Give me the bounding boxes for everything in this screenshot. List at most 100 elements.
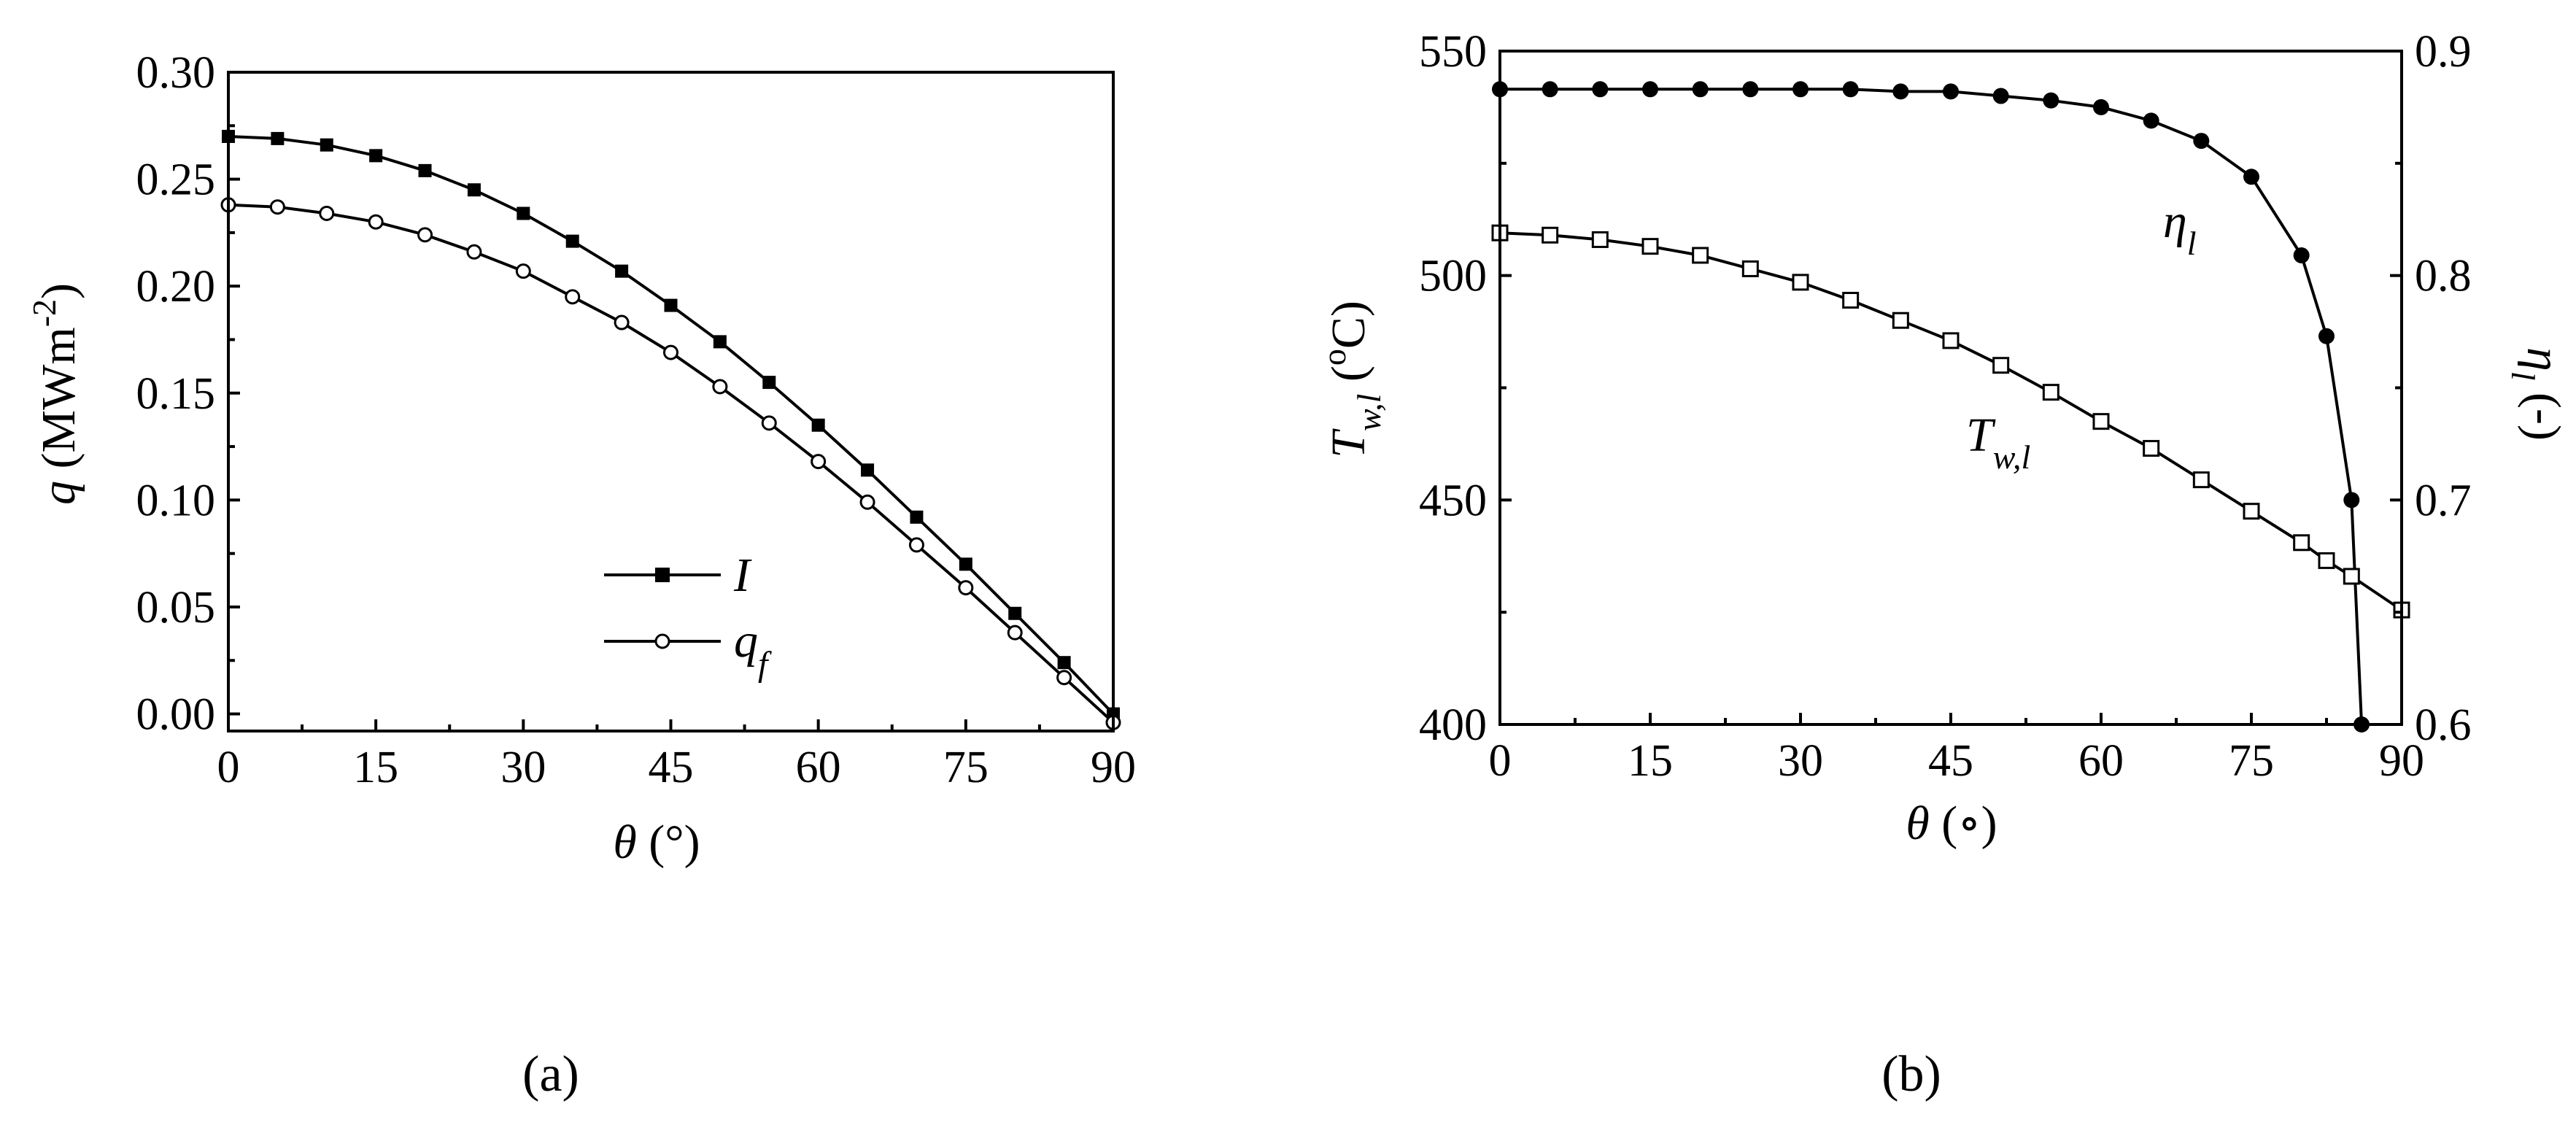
chart-b-left-y-axis-label: Tw,l (oC) — [1315, 301, 1388, 458]
chart-a-x-tick-label: 75 — [943, 743, 989, 792]
series-eta-point — [1792, 81, 1809, 98]
series-qf-point — [663, 344, 678, 360]
chart-a-y-tick-label: 0.15 — [136, 369, 216, 419]
series-qf-point — [1007, 625, 1023, 641]
chart-a-y-tick-label: 0.30 — [136, 48, 216, 98]
chart-a-panel-label: (a) — [522, 1046, 579, 1102]
series-T-point — [2243, 503, 2260, 520]
series-T-point — [2293, 534, 2310, 552]
series-qf-point — [712, 379, 728, 395]
series-I-point — [811, 418, 825, 432]
legend-marker-qf — [654, 633, 670, 649]
series-eta-point — [2243, 169, 2259, 185]
series-T-group — [1491, 224, 2410, 619]
chart-a-legend: I qf — [604, 549, 772, 684]
chart-b-right-y-tick-label: 0.7 — [2415, 476, 2472, 525]
series-eta-point — [2143, 112, 2159, 129]
series-eta-group — [1492, 81, 2370, 732]
series-I-point — [418, 163, 432, 177]
series-T-line — [1499, 231, 2403, 611]
chart-a-x-axis-label: θ (°) — [613, 816, 700, 869]
series-I-point — [1057, 656, 1071, 670]
chart-b-x-ticks: 0 15 30 45 60 75 90 — [1489, 713, 2424, 786]
series-qf-point — [466, 244, 482, 260]
chart-a-y-tick-label: 0.05 — [136, 583, 216, 633]
chart-b-left-y-tick-label: 500 — [1419, 252, 1487, 301]
chart-b-right-y-ticks: 0.6 0.7 0.8 0.9 — [2390, 27, 2472, 750]
series-qf-point — [811, 454, 827, 470]
series-T-point — [2318, 552, 2335, 569]
series-T-point — [1692, 247, 1709, 264]
series-I-point — [713, 335, 727, 349]
series-I-point — [565, 234, 579, 248]
series-I-point — [271, 131, 285, 145]
series-eta-point — [1592, 81, 1609, 98]
chart-b-left-y-tick-label: 450 — [1419, 476, 1487, 525]
chart-a-y-tick-label: 0.10 — [136, 476, 216, 525]
chart-b-right-y-tick-label: 0.8 — [2415, 252, 2472, 301]
chart-b-left-y-ticks: 400 450 500 550 — [1419, 27, 1512, 750]
series-qf-point — [417, 227, 433, 243]
series-I-point — [517, 206, 530, 220]
series-qf-point — [565, 289, 581, 305]
chart-b-x-tick-label: 90 — [2379, 736, 2424, 786]
chart-a-y-tick-label: 0.20 — [136, 262, 216, 312]
series-eta-point — [1692, 81, 1709, 98]
chart-b-x-tick-label: 75 — [2229, 736, 2274, 786]
chart-a-plot-frame — [227, 71, 1115, 732]
series-eta-point — [2293, 247, 2310, 263]
series-qf-point — [958, 580, 974, 596]
chart-b-series-label-eta: ηl — [2163, 195, 2197, 262]
series-I-line — [228, 135, 1115, 715]
chart-a-x-tick-label: 60 — [796, 743, 841, 792]
chart-b-x-tick-label: 45 — [1928, 736, 1973, 786]
series-qf-point — [368, 214, 384, 230]
series-qf-point — [1056, 670, 1072, 686]
chart-b-plot-frame — [1498, 50, 2403, 726]
series-T-point — [2042, 384, 2059, 401]
series-T-point — [1842, 292, 1860, 309]
series-qf-point — [859, 494, 875, 510]
series-I-point — [959, 557, 972, 571]
legend-label-I: I — [733, 549, 752, 602]
series-T-point — [1892, 312, 1909, 329]
chart-a-x-ticks: 0 15 30 45 60 75 90 — [217, 719, 1136, 792]
series-T-point — [1942, 332, 1960, 349]
series-I-point — [762, 376, 776, 390]
series-qf-point — [269, 199, 285, 215]
chart-a-x-tick-label: 0 — [217, 743, 240, 792]
chart-a-x-tick-label: 30 — [500, 743, 546, 792]
chart-b-right-y-tick-label: 0.9 — [2415, 27, 2472, 77]
chart-a-x-tick-label: 15 — [353, 743, 398, 792]
series-T-point — [1641, 238, 1659, 255]
series-T-point — [1992, 357, 2010, 374]
series-T-point — [1591, 231, 1609, 248]
chart-a-y-tick-label: 0.00 — [136, 690, 216, 740]
series-I-group — [222, 129, 1120, 721]
series-eta-point — [1992, 88, 2009, 104]
series-qf-point — [515, 263, 531, 279]
series-eta-point — [1892, 83, 1909, 100]
series-eta-point — [1943, 83, 1959, 100]
series-I-point — [615, 264, 629, 278]
series-eta-point — [1642, 81, 1658, 98]
chart-a-y-tick-label: 0.25 — [136, 155, 216, 205]
chart-b-x-tick-label: 15 — [1628, 736, 1673, 786]
series-I-point — [910, 510, 924, 524]
series-eta-point — [2318, 328, 2335, 344]
series-T-point — [1542, 226, 1559, 244]
chart-b-x-tick-label: 60 — [2078, 736, 2124, 786]
series-eta-point — [2343, 492, 2360, 509]
chart-a-y-axis-label: q (MWm-2) — [26, 283, 85, 505]
series-T-point — [2343, 568, 2360, 585]
chart-a-x-tick-label: 90 — [1091, 743, 1136, 792]
chart-b-x-tick-label: 0 — [1489, 736, 1512, 786]
series-T-point — [2092, 413, 2110, 430]
series-eta-point — [1542, 81, 1558, 98]
series-I-point — [861, 463, 875, 477]
chart-a: 0 15 30 45 60 75 90 0.000.050.100.150.200.250.… — [26, 48, 1136, 1102]
series-I-point — [320, 138, 333, 152]
series-eta-point — [2193, 133, 2210, 150]
